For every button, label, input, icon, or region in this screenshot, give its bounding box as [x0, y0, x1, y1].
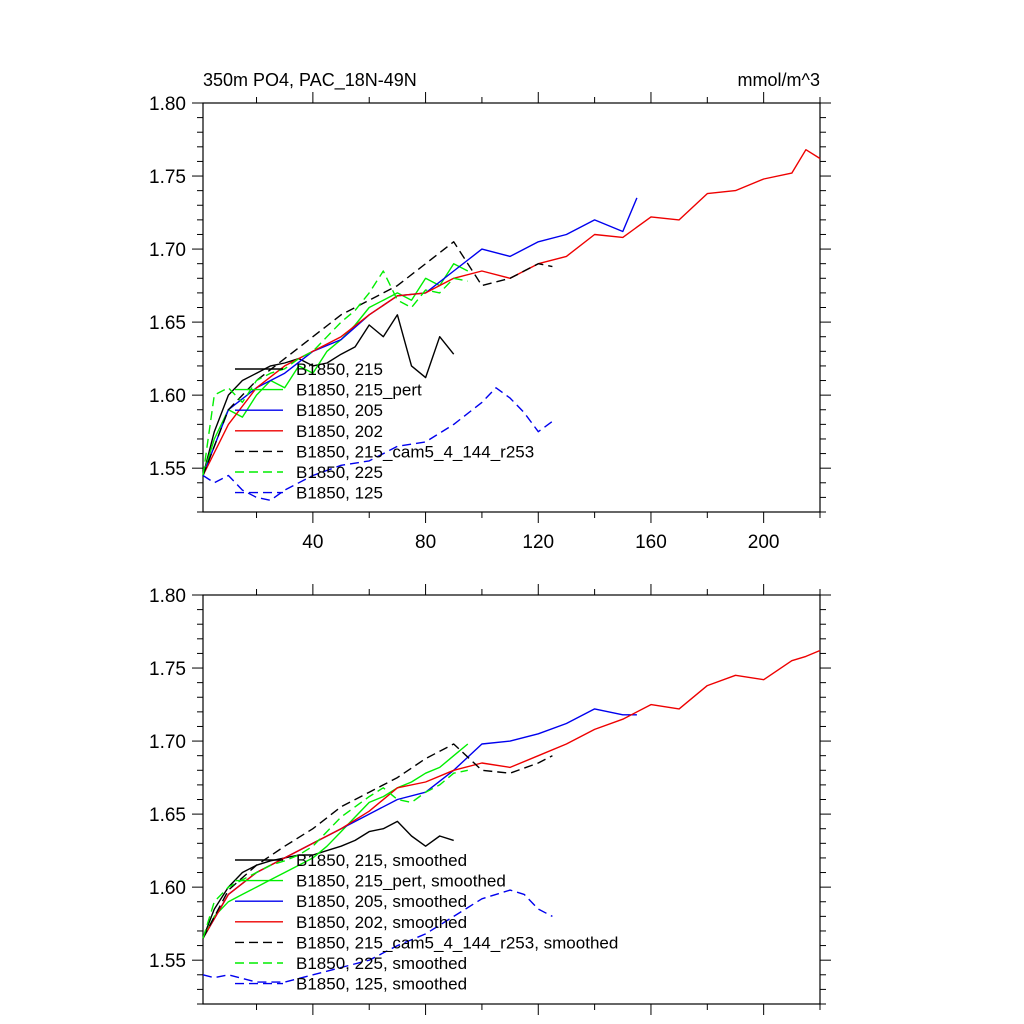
x-tick-label: 80	[415, 532, 436, 553]
y-tick-label: 1.70	[149, 732, 186, 753]
y-tick-label: 1.60	[149, 386, 186, 407]
legend-label: B1850, 225	[296, 463, 383, 482]
legend-label: B1850, 215_cam5_4_144_r253	[296, 442, 534, 461]
legend-label: B1850, 205	[296, 401, 383, 420]
x-tick-label: 120	[522, 532, 554, 553]
y-tick-label: 1.55	[149, 459, 186, 480]
series-line-0	[202, 314, 455, 476]
y-tick-label: 1.65	[149, 313, 186, 334]
series-line-6	[202, 889, 553, 983]
legend-label: B1850, 202	[296, 422, 383, 441]
bottom-panel: 1.80 1.75 1.70 1.65 1.60 1.55 B1850, 215, smoo…	[149, 584, 831, 1015]
series-line-1	[202, 263, 469, 476]
series-line-2	[202, 197, 638, 476]
y-tick-label: 1.75	[149, 167, 186, 188]
legend-label: B1850, 202, smoothed	[296, 913, 467, 932]
series-line-5	[202, 270, 468, 476]
legend-label: B1850, 215_pert, smoothed	[296, 872, 506, 891]
series-line-4	[202, 743, 553, 939]
legend-label: B1850, 125	[296, 484, 383, 503]
top-panel: 40 80 120 160 200 1.80 1.75 1.70 1.65 1.60 1.55 350…	[149, 70, 831, 553]
legend-label: B1850, 205, smoothed	[296, 892, 467, 911]
y-tick-label: 1.60	[149, 878, 186, 899]
x-tick-label: 160	[635, 532, 667, 553]
x-tick-label: 200	[748, 532, 780, 553]
series-line-1	[202, 743, 469, 939]
chart-title: 350m PO4, PAC_18N-49N	[203, 70, 417, 91]
y-tick-label: 1.80	[149, 94, 186, 115]
series-line-3	[202, 649, 821, 939]
legend-label: B1850, 215, smoothed	[296, 851, 467, 870]
y-tick-label: 1.65	[149, 805, 186, 826]
legend-label: B1850, 215_pert	[296, 381, 422, 400]
x-tick-label: 40	[302, 532, 323, 553]
legend-label: B1850, 225, smoothed	[296, 954, 467, 973]
series-line-0	[202, 820, 454, 939]
series-line-4	[202, 241, 553, 476]
legend-label: B1850, 125, smoothed	[296, 975, 467, 994]
y-tick-label: 1.55	[149, 951, 186, 972]
legend-label: B1850, 215_cam5_4_144_r253, smoothed	[296, 933, 618, 952]
legend-label: B1850, 215	[296, 360, 383, 379]
units-label: mmol/m^3	[738, 70, 820, 90]
series-line-6	[202, 387, 553, 501]
y-tick-label: 1.70	[149, 240, 186, 261]
y-tick-label: 1.75	[149, 659, 186, 680]
series-line-5	[202, 769, 468, 939]
y-tick-label: 1.80	[149, 586, 186, 607]
